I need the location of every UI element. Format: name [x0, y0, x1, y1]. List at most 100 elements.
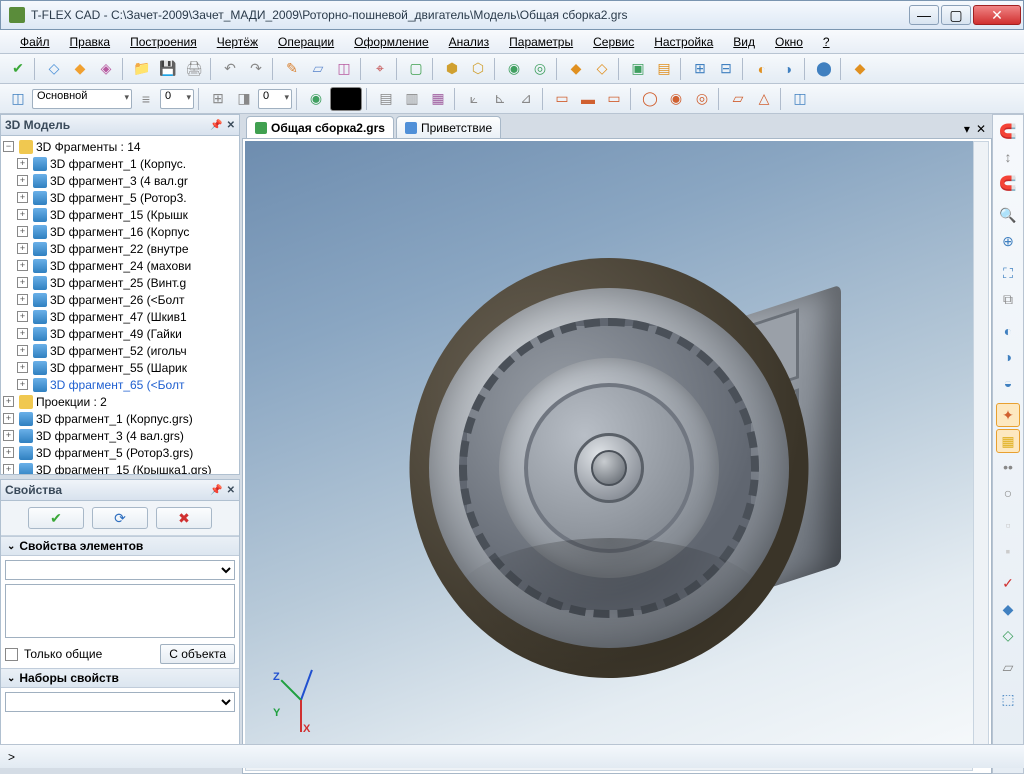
tree-node[interactable]: +3D фрагмент_1 (Корпус. — [3, 155, 237, 172]
toolbar-button[interactable]: ▭ — [550, 87, 574, 111]
view-tool-button[interactable]: ⧉ — [996, 287, 1020, 311]
toolbar-button[interactable]: ▣ — [626, 57, 650, 81]
toolbar-button[interactable]: ◎ — [690, 87, 714, 111]
view-tool-button[interactable]: 🧲 — [996, 171, 1020, 195]
viewport-scrollbar-vertical[interactable] — [973, 141, 989, 755]
toolbar-button[interactable]: ◎ — [528, 57, 552, 81]
toolbar-button[interactable]: ⟀ — [462, 87, 486, 111]
tab-active-document[interactable]: Общая сборка2.grs — [246, 116, 394, 138]
toolbar-button[interactable]: ▱ — [306, 57, 330, 81]
toolbar-button[interactable]: ◉ — [502, 57, 526, 81]
toolbar-button[interactable]: ✔ — [6, 57, 30, 81]
cancel-button[interactable]: ✖ — [156, 507, 212, 529]
menu-анализ[interactable]: Анализ — [441, 33, 498, 51]
tree-node[interactable]: +3D фрагмент_15 (Крышк — [3, 206, 237, 223]
toolbar-button[interactable]: ◫ — [788, 87, 812, 111]
toolbar-button[interactable]: ⊞ — [688, 57, 712, 81]
toolbar-button[interactable]: ◆ — [848, 57, 872, 81]
tree-node[interactable]: +Проекции : 2 — [3, 393, 237, 410]
close-panel-icon[interactable]: ✕ — [227, 120, 235, 131]
only-common-checkbox[interactable] — [5, 648, 18, 661]
toolbar-button[interactable]: ▬ — [576, 87, 600, 111]
view-tool-button[interactable]: ▦ — [996, 429, 1020, 453]
layers-icon[interactable]: ≡ — [134, 87, 158, 111]
close-panel-icon[interactable]: ✕ — [227, 485, 235, 496]
color-swatch[interactable] — [330, 87, 362, 111]
propset-combo[interactable] — [5, 692, 235, 712]
element-combo[interactable] — [5, 560, 235, 580]
view-tool-button[interactable]: ✓ — [996, 571, 1020, 595]
view-tool-button[interactable]: ▫ — [996, 513, 1020, 537]
tree-node[interactable]: +3D фрагмент_5 (Ротор3.grs) — [3, 444, 237, 461]
toolbar-button[interactable]: 📁 — [130, 57, 154, 81]
view-tool-button[interactable]: ▪ — [996, 539, 1020, 563]
menu-вид[interactable]: Вид — [725, 33, 763, 51]
tree-node[interactable]: +3D фрагмент_24 (махови — [3, 257, 237, 274]
menu-построения[interactable]: Построения — [122, 33, 205, 51]
axis-gizmo[interactable]: Z Y X — [265, 665, 335, 735]
toolbar-button[interactable]: ▭ — [602, 87, 626, 111]
toolbar-button[interactable]: ⬢ — [440, 57, 464, 81]
toolbar-button[interactable]: ⬤ — [812, 57, 836, 81]
toolbar-button[interactable]: ↷ — [244, 57, 268, 81]
minimize-button[interactable]: — — [909, 5, 939, 25]
tree-node[interactable]: +3D фрагмент_3 (4 вал.gr — [3, 172, 237, 189]
layer-combo[interactable]: Основной — [32, 89, 132, 109]
view-tool-button[interactable]: ◒ — [996, 371, 1020, 395]
toolbar-button[interactable]: ⬡ — [466, 57, 490, 81]
toolbar-button[interactable]: ◈ — [94, 57, 118, 81]
toolbar-button[interactable]: ◆ — [68, 57, 92, 81]
toolbar-button[interactable]: ▦ — [426, 87, 450, 111]
toolbar-button[interactable]: ⊟ — [714, 57, 738, 81]
menu-параметры[interactable]: Параметры — [501, 33, 581, 51]
toolbar-button[interactable]: ↶ — [218, 57, 242, 81]
layer-icon[interactable]: ◫ — [6, 87, 30, 111]
menu-правка[interactable]: Правка — [62, 33, 119, 51]
toolbar-button[interactable]: ◉ — [304, 87, 328, 111]
toolbar-button[interactable]: 💾 — [156, 57, 180, 81]
toolbar-button[interactable]: ▱ — [726, 87, 750, 111]
menu-окно[interactable]: Окно — [767, 33, 811, 51]
view-tool-button[interactable]: ○ — [996, 481, 1020, 505]
menu-?[interactable]: ? — [815, 33, 838, 51]
view-tool-button[interactable]: ⬚ — [996, 687, 1020, 711]
menu-чертёж[interactable]: Чертёж — [209, 33, 266, 51]
view-tool-button[interactable]: ◑ — [996, 345, 1020, 369]
toolbar-button[interactable]: ◯ — [638, 87, 662, 111]
props-section-sets[interactable]: Наборы свойств — [1, 668, 239, 688]
props-section-elements[interactable]: Свойства элементов — [1, 536, 239, 556]
apply-button[interactable]: ✔ — [28, 507, 84, 529]
tree-node[interactable]: +3D фрагмент_55 (Шарик — [3, 359, 237, 376]
toolbar-button[interactable]: ◇ — [42, 57, 66, 81]
toolbar-button[interactable]: ◆ — [564, 57, 588, 81]
view-tool-button[interactable]: ▱ — [996, 655, 1020, 679]
menu-настройка[interactable]: Настройка — [646, 33, 721, 51]
tabs-dropdown-icon[interactable]: ▾ — [962, 120, 972, 138]
toolbar-button[interactable]: ▤ — [374, 87, 398, 111]
toolbar-button[interactable]: ⌖ — [368, 57, 392, 81]
toolbar-button[interactable]: ◑ — [776, 57, 800, 81]
view-tool-button[interactable]: 🔍 — [996, 203, 1020, 227]
view-tool-button[interactable]: ↕ — [996, 145, 1020, 169]
toolbar-button[interactable]: ◇ — [590, 57, 614, 81]
tabs-close-icon[interactable]: ✕ — [974, 120, 988, 138]
pin-icon[interactable]: 📌 — [210, 485, 222, 496]
toolbar-button[interactable]: ◉ — [664, 87, 688, 111]
maximize-button[interactable]: ▢ — [941, 5, 971, 25]
view-tool-button[interactable]: ✦ — [996, 403, 1020, 427]
toolbar-button[interactable]: ▥ — [400, 87, 424, 111]
menu-оформление[interactable]: Оформление — [346, 33, 436, 51]
tree-node[interactable]: +3D фрагмент_3 (4 вал.grs) — [3, 427, 237, 444]
view-tool-button[interactable]: ⊕ — [996, 229, 1020, 253]
toolbar-button[interactable]: ◫ — [332, 57, 356, 81]
tree-node[interactable]: +3D фрагмент_16 (Корпус — [3, 223, 237, 240]
element-description[interactable] — [5, 584, 235, 638]
view-tool-button[interactable]: ◇ — [996, 623, 1020, 647]
toolbar-button[interactable]: ⊿ — [514, 87, 538, 111]
close-button[interactable]: ✕ — [973, 5, 1021, 25]
view-tool-button[interactable]: 🧲 — [996, 119, 1020, 143]
toolbar-button[interactable]: ▤ — [652, 57, 676, 81]
toolbar-button[interactable]: 🖨 — [182, 57, 206, 81]
toolbar-button[interactable]: ◨ — [232, 87, 256, 111]
tree-node[interactable]: +3D фрагмент_52 (игольч — [3, 342, 237, 359]
